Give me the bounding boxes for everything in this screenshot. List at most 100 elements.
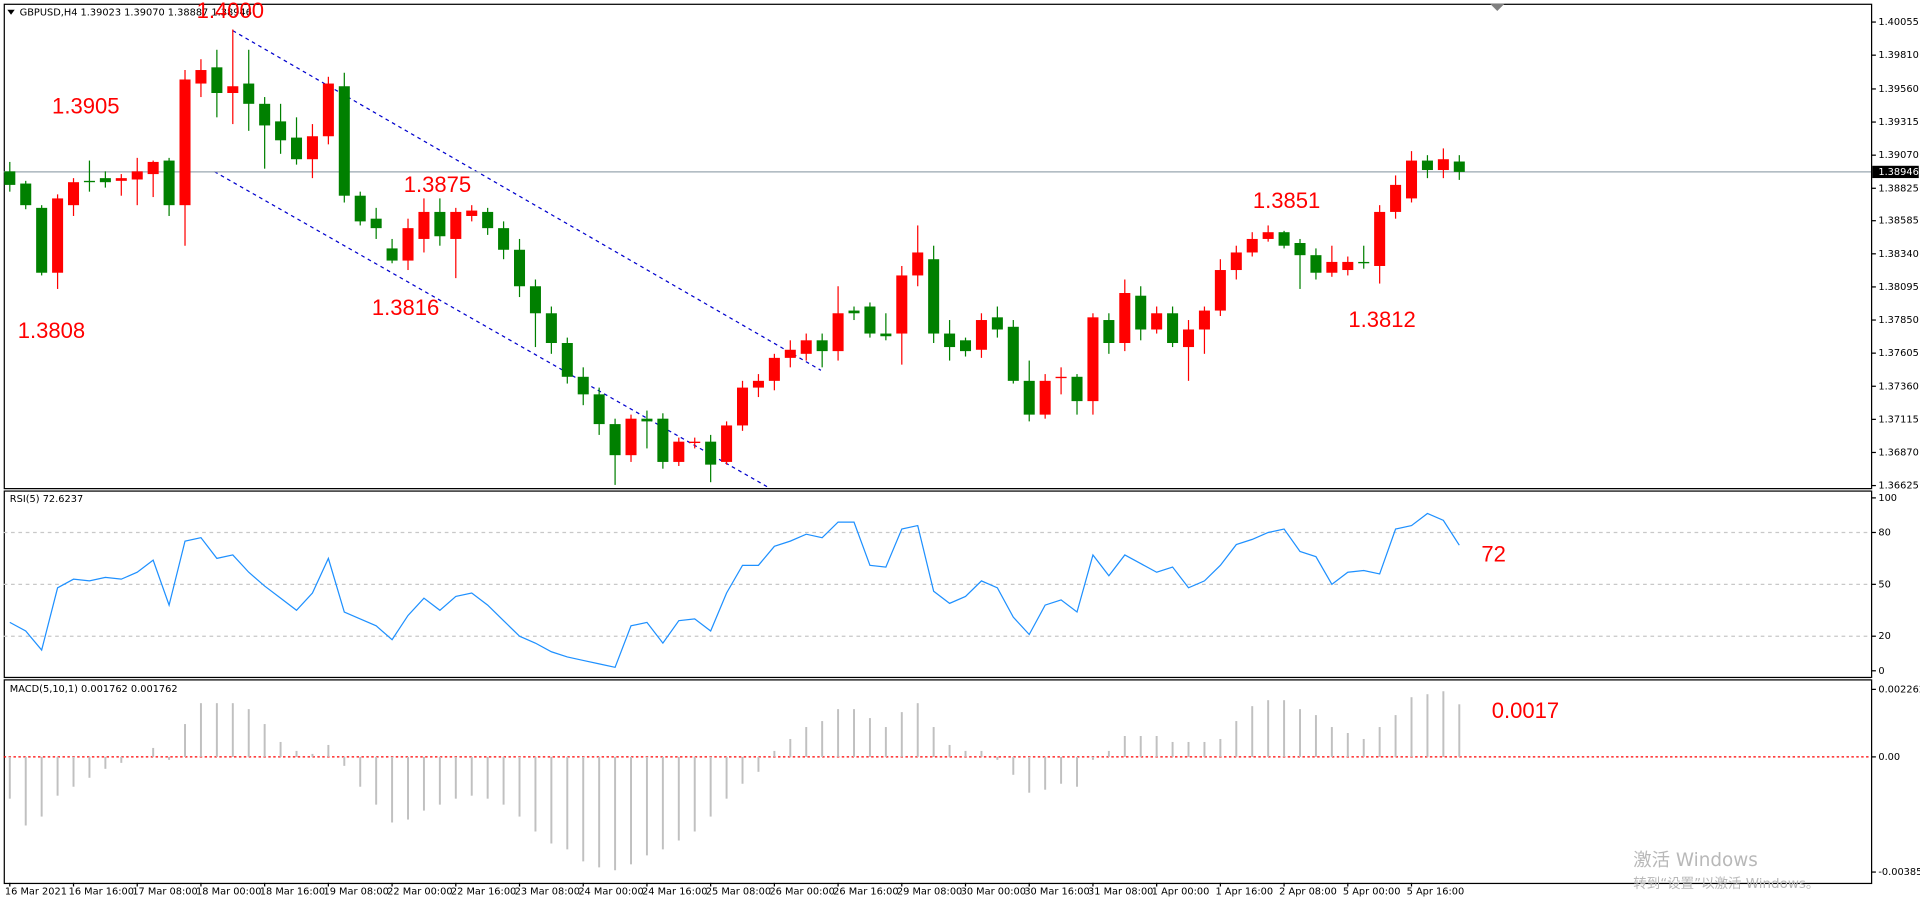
candle-body: [450, 211, 462, 239]
x-tick-label: 26 Mar 16:00: [833, 886, 898, 897]
candle-body: [418, 211, 430, 239]
candle-body: [561, 343, 573, 377]
candle-body: [195, 70, 207, 84]
candle-body: [99, 178, 111, 183]
candle-body: [625, 418, 637, 456]
x-tick-label: 16 Mar 2021: [5, 886, 67, 897]
candle-body: [673, 441, 685, 462]
price-title: GBPUSD,H4 1.39023 1.39070 1.38887 1.3894…: [20, 7, 252, 18]
candle-body: [466, 210, 478, 216]
candle-body: [1342, 261, 1354, 271]
candle-body: [752, 380, 764, 388]
candle-body: [338, 86, 350, 196]
candle-body: [147, 161, 159, 175]
x-tick-label: 22 Mar 16:00: [451, 886, 516, 897]
y-tick-label: 1.39810: [1878, 50, 1919, 61]
candle-body: [1198, 310, 1210, 330]
candle-body: [721, 425, 733, 462]
candle-body: [434, 211, 446, 237]
candle-body: [577, 376, 589, 395]
x-tick-label: 30 Mar 00:00: [961, 886, 1026, 897]
watermark: 转到“设置”以激活 Windows。: [1633, 876, 1819, 892]
title-marker: [7, 9, 15, 15]
candle-body: [52, 198, 64, 273]
candle-body: [800, 340, 812, 354]
candle-body: [179, 79, 191, 206]
candle-body: [657, 418, 669, 462]
y-tick-label: 1.37360: [1878, 381, 1919, 392]
x-tick-label: 24 Mar 16:00: [642, 886, 707, 897]
candle-body: [737, 387, 749, 426]
candle-body: [68, 182, 80, 206]
candle-body: [514, 249, 526, 287]
candle-body: [1246, 238, 1258, 253]
x-tick-label: 2 Apr 08:00: [1279, 886, 1337, 897]
y-tick-label: 1.39070: [1878, 150, 1919, 161]
candle-body: [832, 313, 844, 352]
candle-body: [1167, 313, 1179, 344]
y-tick-label: 1.38585: [1878, 216, 1919, 227]
channel-line: [214, 171, 770, 489]
annotation: 1.4000: [197, 0, 264, 23]
candle-body: [291, 137, 303, 160]
candle-body: [163, 160, 175, 206]
candle-body: [1374, 211, 1386, 266]
candle-body: [641, 418, 653, 422]
candle-body: [1023, 380, 1035, 415]
candle-body: [1151, 313, 1163, 330]
x-tick-label: 1 Apr 16:00: [1215, 886, 1273, 897]
candle-body: [896, 275, 908, 334]
candle-body: [259, 103, 271, 126]
candle-body: [1405, 160, 1418, 199]
x-tick-label: 5 Apr 00:00: [1343, 886, 1401, 897]
annotation: 1.3808: [18, 318, 85, 343]
candle-body: [975, 320, 987, 350]
y-tick-label: 20: [1878, 631, 1890, 642]
candle-body: [816, 340, 828, 352]
candle-body: [1262, 232, 1274, 239]
macd-title: MACD(5,10,1) 0.001762 0.001762: [10, 684, 178, 695]
y-tick-label: 1.37115: [1878, 414, 1919, 425]
candle-body: [1278, 232, 1290, 246]
candle-body: [1294, 243, 1306, 256]
macd-panel: [3, 679, 1873, 885]
candle-body: [4, 171, 16, 185]
y-tick-label: 1.37605: [1878, 348, 1919, 359]
y-tick-label: 0.002262: [1878, 684, 1920, 695]
annotation: 72: [1481, 541, 1506, 566]
annotation: 1.3816: [372, 295, 439, 320]
candle-body: [689, 441, 701, 444]
x-tick-label: 29 Mar 08:00: [897, 886, 962, 897]
candle-body: [322, 83, 334, 137]
x-tick-label: 30 Mar 16:00: [1024, 886, 1089, 897]
x-tick-label: 26 Mar 00:00: [769, 886, 834, 897]
current-price-box: [1872, 165, 1919, 179]
y-tick-label: 1.38340: [1878, 249, 1919, 260]
y-tick-label: 1.36870: [1878, 447, 1919, 458]
shift-marker: [1489, 3, 1505, 12]
candle-body: [991, 317, 1003, 330]
candle-body: [593, 394, 605, 425]
y-tick-label: 50: [1878, 579, 1890, 590]
watermark: 激活 Windows: [1633, 850, 1758, 871]
candle-body: [529, 286, 541, 314]
candle-body: [1182, 329, 1195, 348]
candle-body: [1390, 184, 1402, 212]
candle-body: [1039, 380, 1051, 415]
candle-body: [1437, 159, 1449, 171]
candle-body: [482, 211, 494, 229]
candle-body: [944, 333, 956, 348]
candle-body: [912, 252, 924, 276]
x-tick-label: 5 Apr 16:00: [1407, 886, 1465, 897]
x-tick-label: 24 Mar 00:00: [578, 886, 643, 897]
candle-body: [864, 306, 876, 334]
x-tick-label: 23 Mar 08:00: [515, 886, 580, 897]
candle-body: [243, 83, 255, 104]
candle-body: [1230, 252, 1242, 271]
y-tick-label: 1.39560: [1878, 84, 1919, 95]
candle-body: [1421, 160, 1433, 171]
y-tick-label: 1.38095: [1878, 282, 1919, 293]
candle-body: [880, 333, 892, 337]
